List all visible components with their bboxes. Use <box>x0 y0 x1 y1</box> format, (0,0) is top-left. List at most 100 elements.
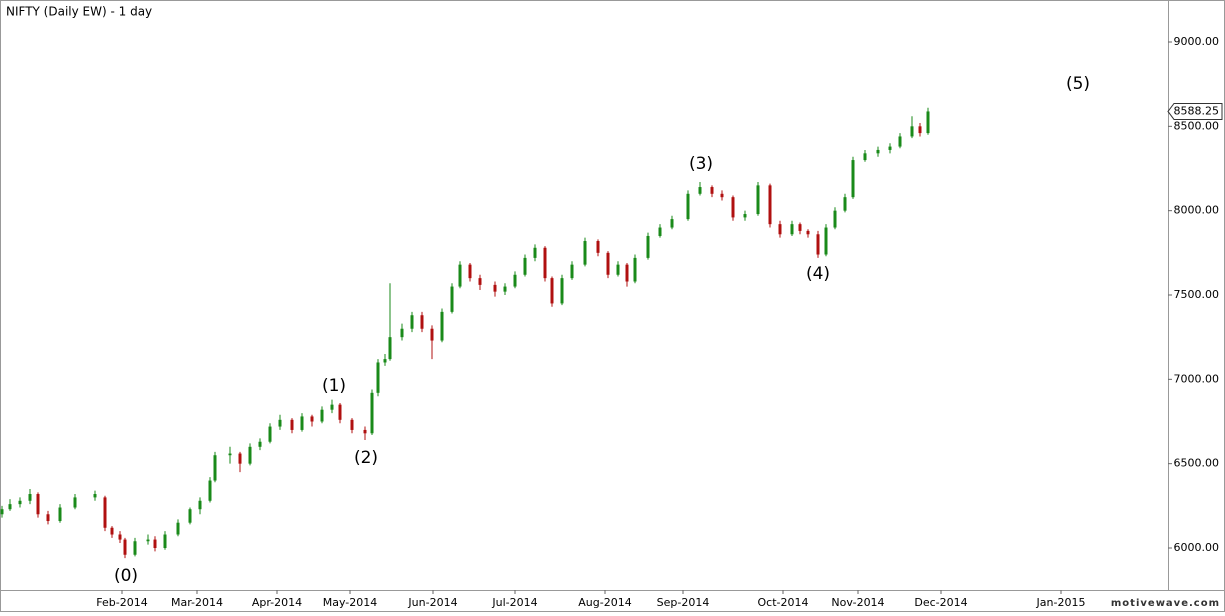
chart-title: NIFTY (Daily EW) - 1 day <box>6 5 152 19</box>
candle-body <box>560 278 564 304</box>
candle-body <box>851 160 855 198</box>
candle-body <box>213 455 217 481</box>
candle-body <box>646 235 650 258</box>
candle-body <box>710 187 714 194</box>
candle-body <box>28 494 32 501</box>
candle-body <box>768 185 772 225</box>
candle-body <box>58 507 62 522</box>
candle-body <box>778 224 782 235</box>
candle-body <box>720 193 724 198</box>
candle-body <box>110 527 114 535</box>
candle-body <box>523 257 527 275</box>
candle-body <box>918 126 922 134</box>
x-tick-label: Mar-2014 <box>171 596 223 609</box>
candle-body <box>790 224 794 235</box>
candle-body <box>103 497 107 528</box>
candle-body <box>410 315 414 329</box>
candle-body <box>248 446 252 464</box>
candle-body <box>163 534 167 549</box>
candle-body <box>503 286 507 292</box>
candle-body <box>876 149 880 154</box>
candle-body <box>300 416 304 430</box>
last-price-box <box>1167 102 1223 120</box>
candle-body <box>450 286 454 312</box>
candle-body <box>606 252 610 275</box>
x-tick-label: May-2014 <box>323 596 378 609</box>
candle-body <box>118 534 122 540</box>
wave-label: (3) <box>689 154 713 174</box>
candle-body <box>370 392 374 434</box>
x-tick-label: Feb-2014 <box>96 596 147 609</box>
candle-body <box>198 500 202 510</box>
x-tick-label: Oct-2014 <box>758 596 809 609</box>
candle-body <box>596 241 600 253</box>
candle-body <box>176 522 180 535</box>
x-tick-label: Nov-2014 <box>831 596 884 609</box>
candle-body <box>123 539 127 555</box>
candle-body <box>468 264 472 279</box>
candle-body <box>188 509 192 523</box>
x-tick-label: Dec-2014 <box>914 596 967 609</box>
candle-body <box>888 146 892 150</box>
candle-body <box>824 227 828 255</box>
candle-body <box>731 197 735 218</box>
candle-body <box>238 453 242 464</box>
y-tick-label: 7000.00 <box>1174 372 1220 385</box>
candle-body <box>338 404 342 420</box>
candle-body <box>388 337 392 360</box>
candle-body <box>863 153 867 161</box>
candle-body <box>806 230 810 235</box>
wave-label: (1) <box>322 376 346 396</box>
candle-body <box>458 264 462 287</box>
candle-body <box>146 539 150 542</box>
candle-body <box>73 497 77 508</box>
candle-body <box>670 219 674 228</box>
candle-body <box>400 328 404 338</box>
x-tick-label: Jul-2014 <box>491 596 537 609</box>
candle-body <box>228 453 232 456</box>
x-tick-label: Apr-2014 <box>252 596 302 609</box>
candle-body <box>493 284 497 292</box>
candle-body <box>686 193 690 220</box>
candle-body <box>633 257 637 282</box>
x-tick-label: Jan-2015 <box>1036 596 1086 609</box>
candle-body <box>208 480 212 501</box>
candle-body <box>926 111 930 134</box>
candle-body <box>843 197 847 211</box>
candle-body <box>910 126 914 137</box>
candle-body <box>658 227 662 236</box>
x-tick-label: Jun-2014 <box>407 596 457 609</box>
candle-body <box>278 419 282 427</box>
candle-body <box>258 441 262 447</box>
wave-label: (5) <box>1066 74 1090 94</box>
x-tick-label: Sep-2014 <box>657 596 710 609</box>
candle-body <box>550 278 554 304</box>
candle-body <box>440 311 444 341</box>
candle-body <box>513 274 517 287</box>
candle-body <box>698 187 702 194</box>
candle-body <box>625 264 629 282</box>
candle-body <box>898 136 902 147</box>
candle-body <box>36 494 40 515</box>
candle-body <box>420 315 424 329</box>
candle-body <box>543 247 547 279</box>
candle-body <box>430 328 434 341</box>
candle-body <box>268 426 272 442</box>
candle-body <box>616 264 620 275</box>
y-tick-label: 6500.00 <box>1174 457 1220 470</box>
x-tick-label: Aug-2014 <box>578 596 631 609</box>
candle-body <box>320 409 324 422</box>
candle-body <box>833 210 837 228</box>
candle-body <box>533 247 537 258</box>
candle-body <box>816 234 820 255</box>
candle-body <box>350 419 354 430</box>
candle-body <box>8 504 12 510</box>
wave-label: (4) <box>806 264 830 284</box>
candle-body <box>93 494 97 498</box>
y-tick-label: 7500.00 <box>1174 288 1220 301</box>
wave-label: (2) <box>354 448 378 468</box>
candle-body <box>0 509 4 515</box>
candle-body <box>46 514 50 522</box>
